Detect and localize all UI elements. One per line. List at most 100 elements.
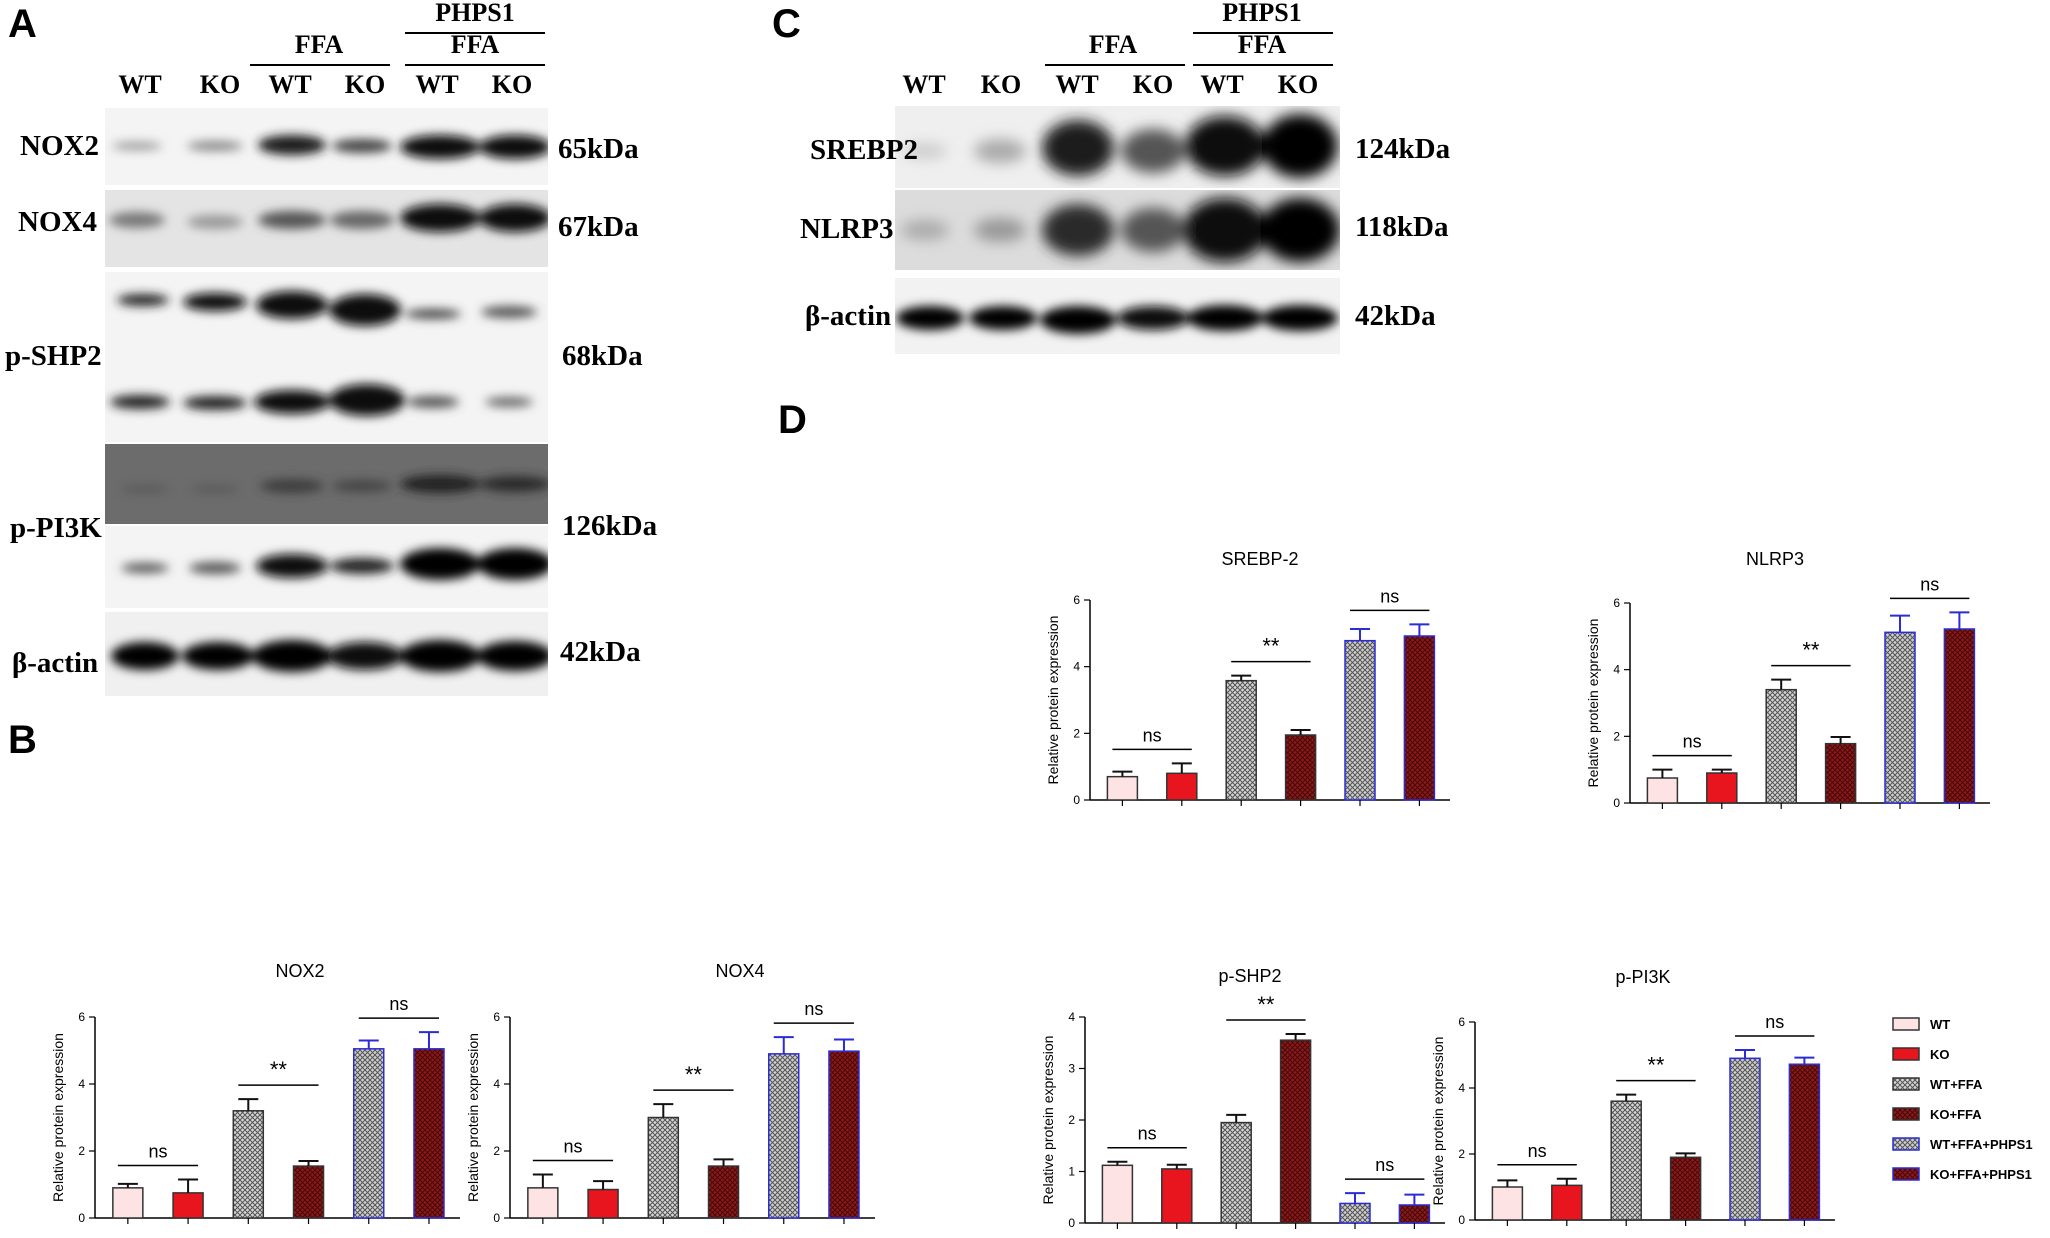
row-label-srebp2: SREBP2: [810, 134, 918, 166]
kda-label: 65kDa: [558, 133, 639, 165]
significance-label: ns: [804, 999, 823, 1019]
kda-label: 126kDa: [562, 510, 658, 542]
lane-label: KO: [199, 70, 241, 99]
y-axis-label: Relative protein expression: [50, 1033, 66, 1202]
kda-label: 67kDa: [558, 211, 639, 243]
legend-label: WT: [1930, 1017, 1950, 1032]
bar: [1166, 772, 1198, 801]
legend-label: WT+FFA: [1930, 1077, 1983, 1092]
ffa-line: [1045, 64, 1185, 66]
kda-label: 42kDa: [1355, 300, 1436, 332]
lane-label: WT: [1200, 70, 1244, 99]
y-axis-label: Relative protein expression: [1430, 1037, 1446, 1206]
y-tick-label: 4: [1458, 1081, 1465, 1095]
bar: [1398, 1204, 1431, 1224]
phps1-line: [405, 32, 545, 34]
y-axis-label: Relative protein expression: [1045, 616, 1061, 785]
row-label-pshp2: p-SHP2: [5, 340, 102, 372]
bar: [527, 1187, 559, 1219]
y-tick-label: 6: [78, 1010, 85, 1024]
y-axis-label: Relative protein expression: [1040, 1036, 1056, 1205]
y-tick-label: 4: [78, 1077, 85, 1091]
y-tick-label: 2: [1458, 1147, 1465, 1161]
phps1-header: PHPS1: [435, 0, 515, 27]
significance-label: ns: [1143, 725, 1162, 745]
significance-label: ns: [1138, 1124, 1157, 1144]
panel-letter-d: D: [778, 398, 807, 442]
bar-chart-0: NOX2 0 2 4 6 Relative protein expression ns ** n…: [50, 961, 460, 1225]
bar: [1491, 1186, 1524, 1221]
bar: [1610, 1100, 1642, 1221]
significance-label: **: [270, 1057, 288, 1082]
y-tick-label: 4: [493, 1077, 500, 1091]
bar: [1279, 1039, 1312, 1224]
y-tick-label: 0: [493, 1211, 500, 1225]
legend-label: KO+FFA+PHPS1: [1930, 1167, 2032, 1182]
bar: [353, 1048, 385, 1219]
chart-title: NOX2: [275, 961, 324, 981]
y-tick-label: 4: [1068, 1010, 1075, 1024]
blot-actin-a: [105, 612, 548, 696]
y-tick-label: 6: [1073, 593, 1080, 607]
row-label-actin: β-actin: [12, 647, 99, 679]
legend-label: KO: [1930, 1047, 1950, 1062]
y-tick-label: 3: [1068, 1062, 1075, 1076]
y-tick-label: 0: [1068, 1216, 1075, 1230]
legend-label: WT+FFA+PHPS1: [1930, 1137, 2033, 1152]
y-tick-label: 1: [1068, 1165, 1075, 1179]
significance-label: ns: [1375, 1155, 1394, 1175]
lane-label: KO: [491, 70, 533, 99]
ffa-line: [250, 64, 390, 66]
legend-swatch: [1892, 1107, 1920, 1121]
lane-label: KO: [1277, 70, 1319, 99]
panel-letter-a: A: [8, 2, 37, 46]
row-label-nlrp3: NLRP3: [800, 213, 894, 245]
bar: [413, 1048, 445, 1219]
bar: [1729, 1057, 1761, 1221]
legend-swatch: [1892, 1137, 1920, 1151]
y-tick-label: 0: [78, 1211, 85, 1225]
kda-label: 118kDa: [1355, 211, 1449, 243]
phps1-ffa-header: FFA: [1237, 30, 1287, 59]
significance-label: ns: [1528, 1141, 1547, 1161]
panel-letter-b: B: [8, 718, 37, 762]
chart-title: NOX4: [715, 961, 764, 981]
legend-swatch: [1892, 1047, 1920, 1061]
bar: [1943, 628, 1976, 804]
significance-label: **: [685, 1062, 703, 1087]
legend-label: KO+FFA: [1930, 1107, 1982, 1122]
legend-swatch: [1892, 1017, 1920, 1031]
significance-label: ns: [1765, 1012, 1784, 1032]
y-tick-label: 0: [1613, 796, 1620, 810]
legend-swatch: [1892, 1077, 1920, 1091]
lane-label: WT: [415, 70, 459, 99]
bar: [1765, 688, 1797, 804]
row-label-ppi3k: p-PI3K: [10, 512, 102, 544]
bar-chart-5: NLRP3 0 2 4 6 Relative protein expression ns **…: [1585, 549, 1990, 810]
bar: [1339, 1202, 1371, 1224]
bar: [1225, 679, 1257, 801]
bar: [232, 1110, 265, 1219]
bar: [1284, 734, 1317, 801]
lane-label: WT: [902, 70, 946, 99]
significance-label: ns: [563, 1136, 582, 1156]
phps1-header: PHPS1: [1222, 0, 1302, 27]
y-tick-label: 4: [1073, 660, 1080, 674]
ffa-header: FFA: [1088, 30, 1138, 59]
bar: [1106, 775, 1139, 801]
y-tick-label: 2: [1073, 726, 1080, 740]
y-tick-label: 2: [1613, 729, 1620, 743]
bar: [1669, 1156, 1702, 1221]
blot-srebp2: [895, 106, 1340, 188]
phps1-ffa-line: [1193, 64, 1333, 66]
y-axis-label: Relative protein expression: [1585, 619, 1601, 788]
bar: [1161, 1168, 1193, 1224]
y-tick-label: 6: [1613, 596, 1620, 610]
significance-label: ns: [1683, 732, 1702, 752]
lane-label: WT: [268, 70, 312, 99]
bar: [1101, 1164, 1134, 1224]
bar: [1403, 635, 1436, 801]
blot-nlrp3: [895, 190, 1340, 270]
significance-label: **: [1802, 638, 1820, 663]
